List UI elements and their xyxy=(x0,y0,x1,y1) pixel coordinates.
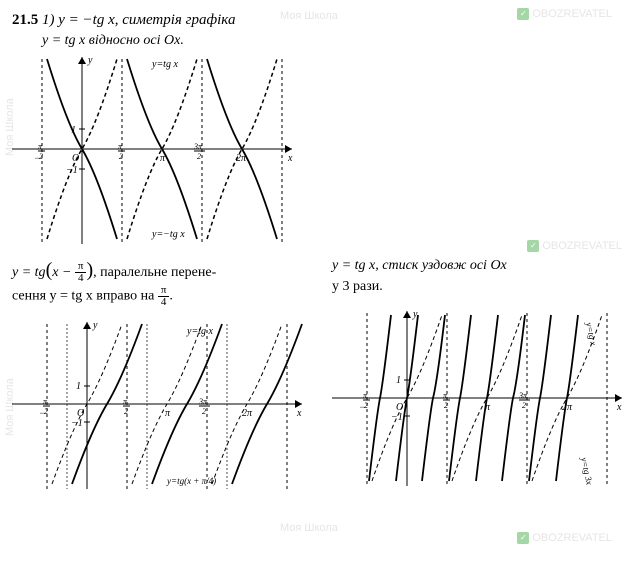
svg-text:2: 2 xyxy=(522,401,526,410)
svg-text:−1: −1 xyxy=(391,412,403,423)
problem-header: 21.5 1) y = −tg x, симетрія графіка xyxy=(12,12,630,29)
svg-text:2: 2 xyxy=(124,407,128,416)
chart2-label-shift: y=tg(x + π/4) xyxy=(166,476,216,486)
problem-line2: y = tg x відносно осі Ox. xyxy=(42,33,630,49)
problem-intro: 1) y = −tg x, симетрія графіка xyxy=(42,12,235,28)
svg-text:1: 1 xyxy=(396,375,401,386)
svg-text:3π: 3π xyxy=(193,142,203,151)
svg-text:2: 2 xyxy=(39,152,43,161)
svg-text:1: 1 xyxy=(76,381,81,392)
svg-text:x: x xyxy=(616,402,622,413)
svg-text:x: x xyxy=(287,153,293,164)
svg-text:x: x xyxy=(296,408,302,419)
chart3-label-3x: y=tg 3x xyxy=(579,455,595,485)
caption-2: y = tg(x − π4), паралельне перене- сення… xyxy=(12,255,312,308)
svg-text:2: 2 xyxy=(44,407,48,416)
watermark-bot2: Моя Школа xyxy=(280,522,338,534)
watermark-bot: ✓OBOZREVATEL xyxy=(517,532,612,544)
svg-text:2: 2 xyxy=(197,152,201,161)
svg-text:2π: 2π xyxy=(562,402,573,413)
chart2-label-tan: y=tg x xyxy=(186,326,213,337)
chart1-label-tan: y=tg x xyxy=(151,59,178,70)
caption-3: y = tg x, стиск уздовж осі Ox у 3 рази. xyxy=(332,255,632,297)
chart3-label-tan: y=tg x xyxy=(584,320,599,346)
svg-text:2: 2 xyxy=(444,401,448,410)
svg-text:3π: 3π xyxy=(518,391,528,400)
chart-2: yxO − π2 π2 π 3π2 2π 1 −1 xyxy=(12,314,312,494)
problem-number: 21.5 xyxy=(12,12,38,28)
svg-text:2: 2 xyxy=(364,401,368,410)
chart-3: yxO − π2 π2 π 3π2 2π 1 −1 xyxy=(332,303,632,493)
svg-text:2: 2 xyxy=(119,152,123,161)
svg-text:y: y xyxy=(92,320,98,331)
svg-text:π: π xyxy=(165,408,171,419)
svg-text:2: 2 xyxy=(202,407,206,416)
svg-text:y: y xyxy=(87,55,93,66)
chart1-label-negtan: y=−tg x xyxy=(151,229,185,240)
svg-text:O: O xyxy=(72,153,79,164)
svg-text:3π: 3π xyxy=(198,397,208,406)
chart-1: y x O − π2 π2 π 3π2 2π 1 −1 y=tg x y=−tg… xyxy=(12,49,630,249)
